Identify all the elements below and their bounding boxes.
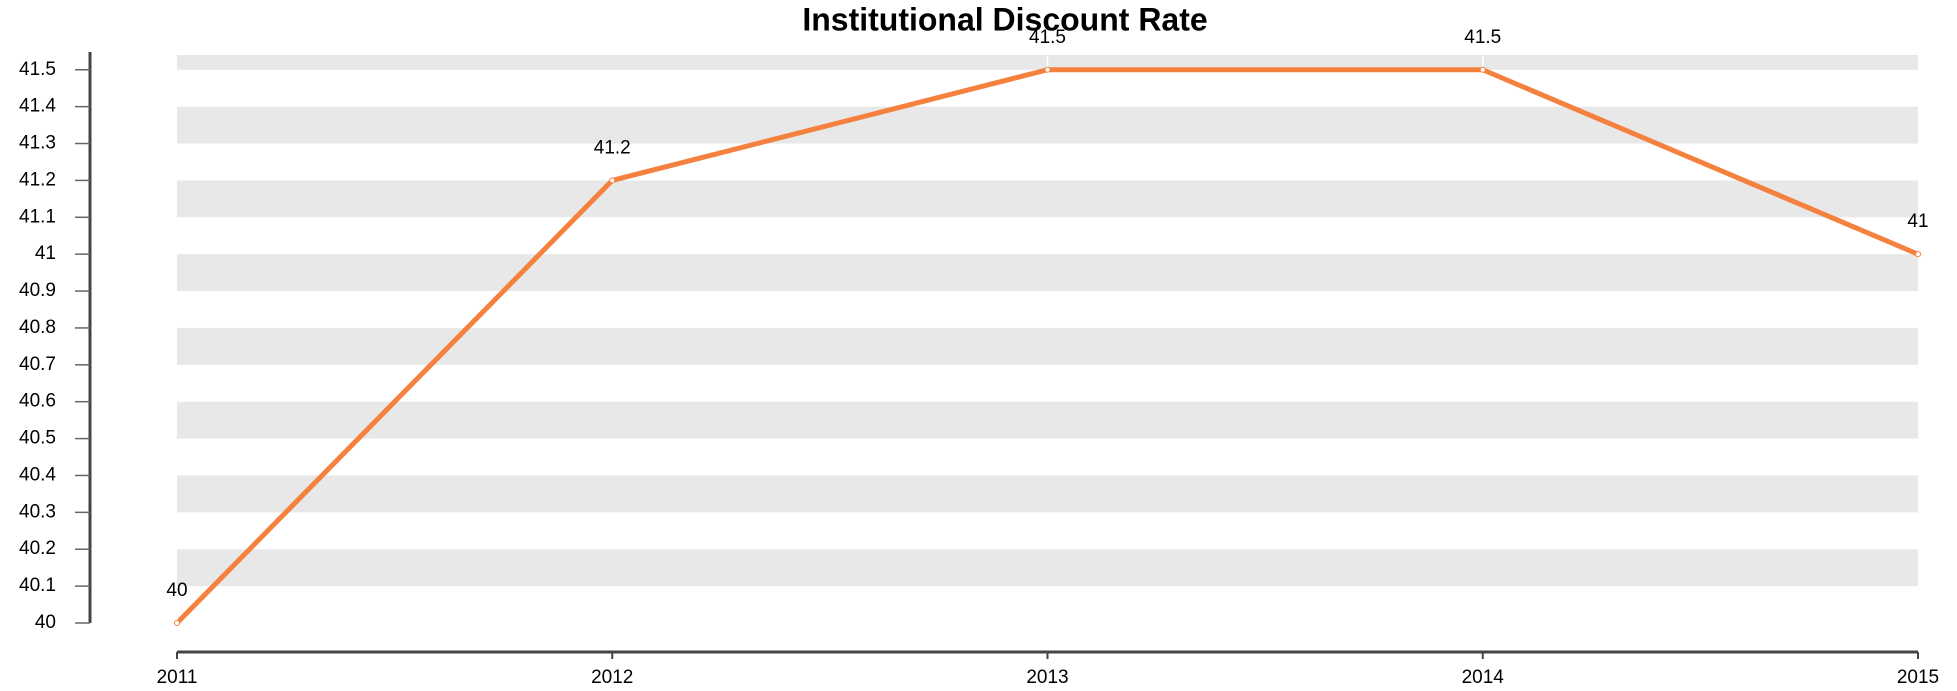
- grid-band: [177, 254, 1918, 292]
- y-tick-label: 40.3: [19, 501, 56, 522]
- data-label: 41.5: [1464, 27, 1501, 48]
- grid-band: [177, 106, 1918, 144]
- x-tick-label: 2012: [591, 667, 633, 686]
- data-point: [1915, 251, 1921, 258]
- y-tick-label: 40.2: [19, 538, 56, 559]
- x-tick-label: 2015: [1897, 667, 1939, 686]
- grid-band: [177, 549, 1918, 587]
- grid-band: [177, 475, 1918, 513]
- data-point: [1479, 66, 1486, 73]
- x-tick-label: 2014: [1462, 667, 1505, 686]
- y-tick-label: 41.1: [19, 206, 56, 227]
- y-tick-label: 41.2: [19, 169, 56, 190]
- data-point: [1044, 66, 1051, 73]
- y-tick-label: 41.4: [19, 96, 56, 117]
- x-tick-label: 2013: [1026, 667, 1068, 686]
- y-tick-label: 40.1: [19, 575, 56, 596]
- y-tick-label: 40.6: [19, 391, 56, 412]
- y-tick-label: 40.9: [19, 280, 56, 301]
- y-tick-label: 40.8: [19, 317, 56, 338]
- y-tick-label: 40.5: [19, 428, 56, 449]
- data-label: 41: [1907, 211, 1928, 232]
- data-point: [174, 620, 180, 626]
- data-label: 40: [166, 580, 187, 601]
- data-point: [609, 177, 616, 184]
- x-tick-label: 2011: [157, 667, 198, 686]
- y-tick-label: 41.5: [19, 59, 56, 80]
- y-tick-label: 41.3: [19, 133, 56, 154]
- data-label: 41.5: [1029, 27, 1066, 48]
- y-tick-label: 40: [35, 612, 56, 633]
- grid-band: [177, 401, 1918, 439]
- y-tick-label: 40.7: [19, 354, 56, 375]
- grid-band: [177, 327, 1918, 365]
- data-label: 41.2: [594, 137, 631, 158]
- y-tick-label: 40.4: [19, 464, 56, 485]
- grid-band: [177, 180, 1918, 218]
- y-tick-label: 41: [35, 243, 56, 264]
- chart-title: Institutional Discount Rate: [802, 1, 1207, 37]
